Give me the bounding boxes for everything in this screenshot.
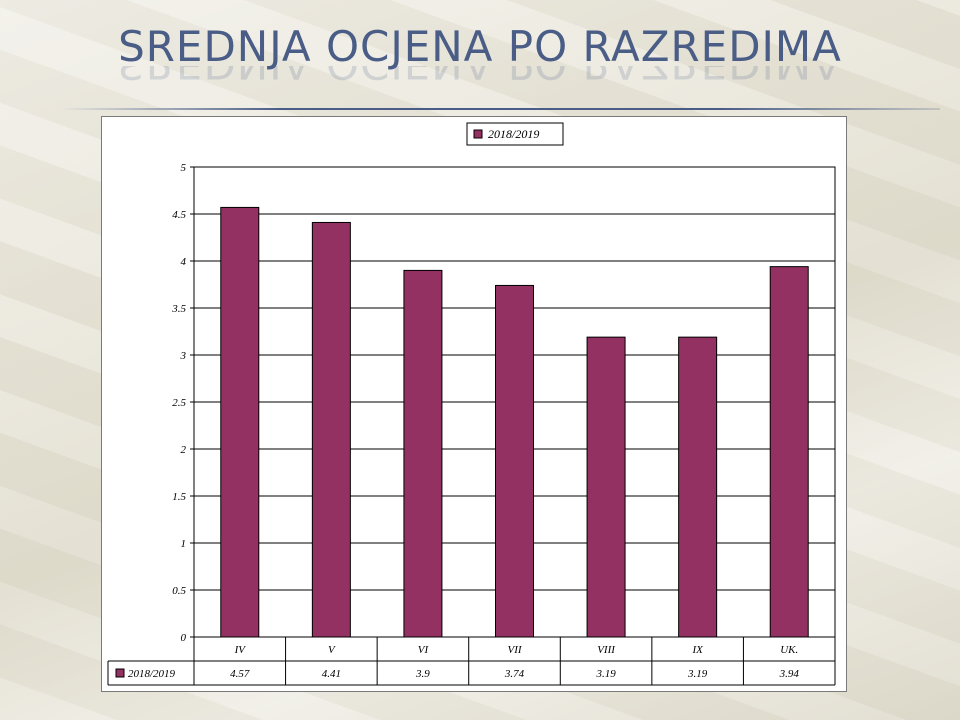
y-tick-label: 1.5 (172, 491, 186, 503)
y-tick-label: 2 (181, 444, 187, 456)
table-value-label: 3.19 (687, 668, 708, 680)
bar-chart: 0 0.5 1 1.5 2 2.5 3 3.5 4 4.5 5 IV V VI VII VIII IX UK. 4.… (107, 122, 836, 686)
bar-uk (769, 266, 809, 638)
x-category-label: VI (418, 644, 430, 656)
table-value-label: 3.94 (779, 668, 800, 680)
table-value-label: 4.41 (322, 668, 341, 680)
x-category-label: IV (234, 644, 247, 656)
table-value-label: 4.57 (230, 668, 250, 680)
legend-box (466, 122, 564, 146)
y-tick-label: 4.5 (172, 209, 186, 221)
x-category-label: VII (507, 644, 522, 656)
bar-viii (586, 336, 626, 638)
x-category-label: V (328, 644, 336, 656)
legend-swatch (473, 129, 483, 139)
bar-ix (678, 336, 718, 638)
legend-label: 2018/2019 (488, 127, 539, 141)
table-series-name: 2018/2019 (128, 668, 176, 680)
y-tick-label: 4 (181, 256, 187, 268)
slide-title: SREDNJA OCJENA PO RAZREDIMA (118, 22, 842, 71)
title-underline (60, 108, 940, 110)
y-tick-label: 5 (181, 162, 187, 174)
bar-iv (220, 206, 260, 638)
table-value-label: 3.19 (595, 668, 616, 680)
chart-frame: 0 0.5 1 1.5 2 2.5 3 3.5 4 4.5 5 IV V VI VII VIII IX UK. 4.… (101, 116, 847, 692)
x-category-label: IX (691, 644, 704, 656)
y-tick-label: 3.5 (171, 303, 186, 315)
bar-v (311, 221, 351, 638)
table-series-swatch (115, 668, 125, 678)
y-tick-label: 0 (181, 632, 187, 644)
table-value-label: 3.74 (504, 668, 525, 680)
y-tick-label: 0.5 (172, 585, 186, 597)
bar-vi (403, 269, 443, 638)
y-tick-label: 2.5 (172, 397, 186, 409)
bar-vii (495, 284, 534, 638)
y-tick-label: 1 (181, 538, 187, 550)
x-category-label: VIII (597, 644, 616, 656)
x-category-label: UK. (780, 644, 798, 656)
table-value-label: 3.9 (415, 668, 430, 680)
y-tick-label: 3 (180, 350, 187, 362)
